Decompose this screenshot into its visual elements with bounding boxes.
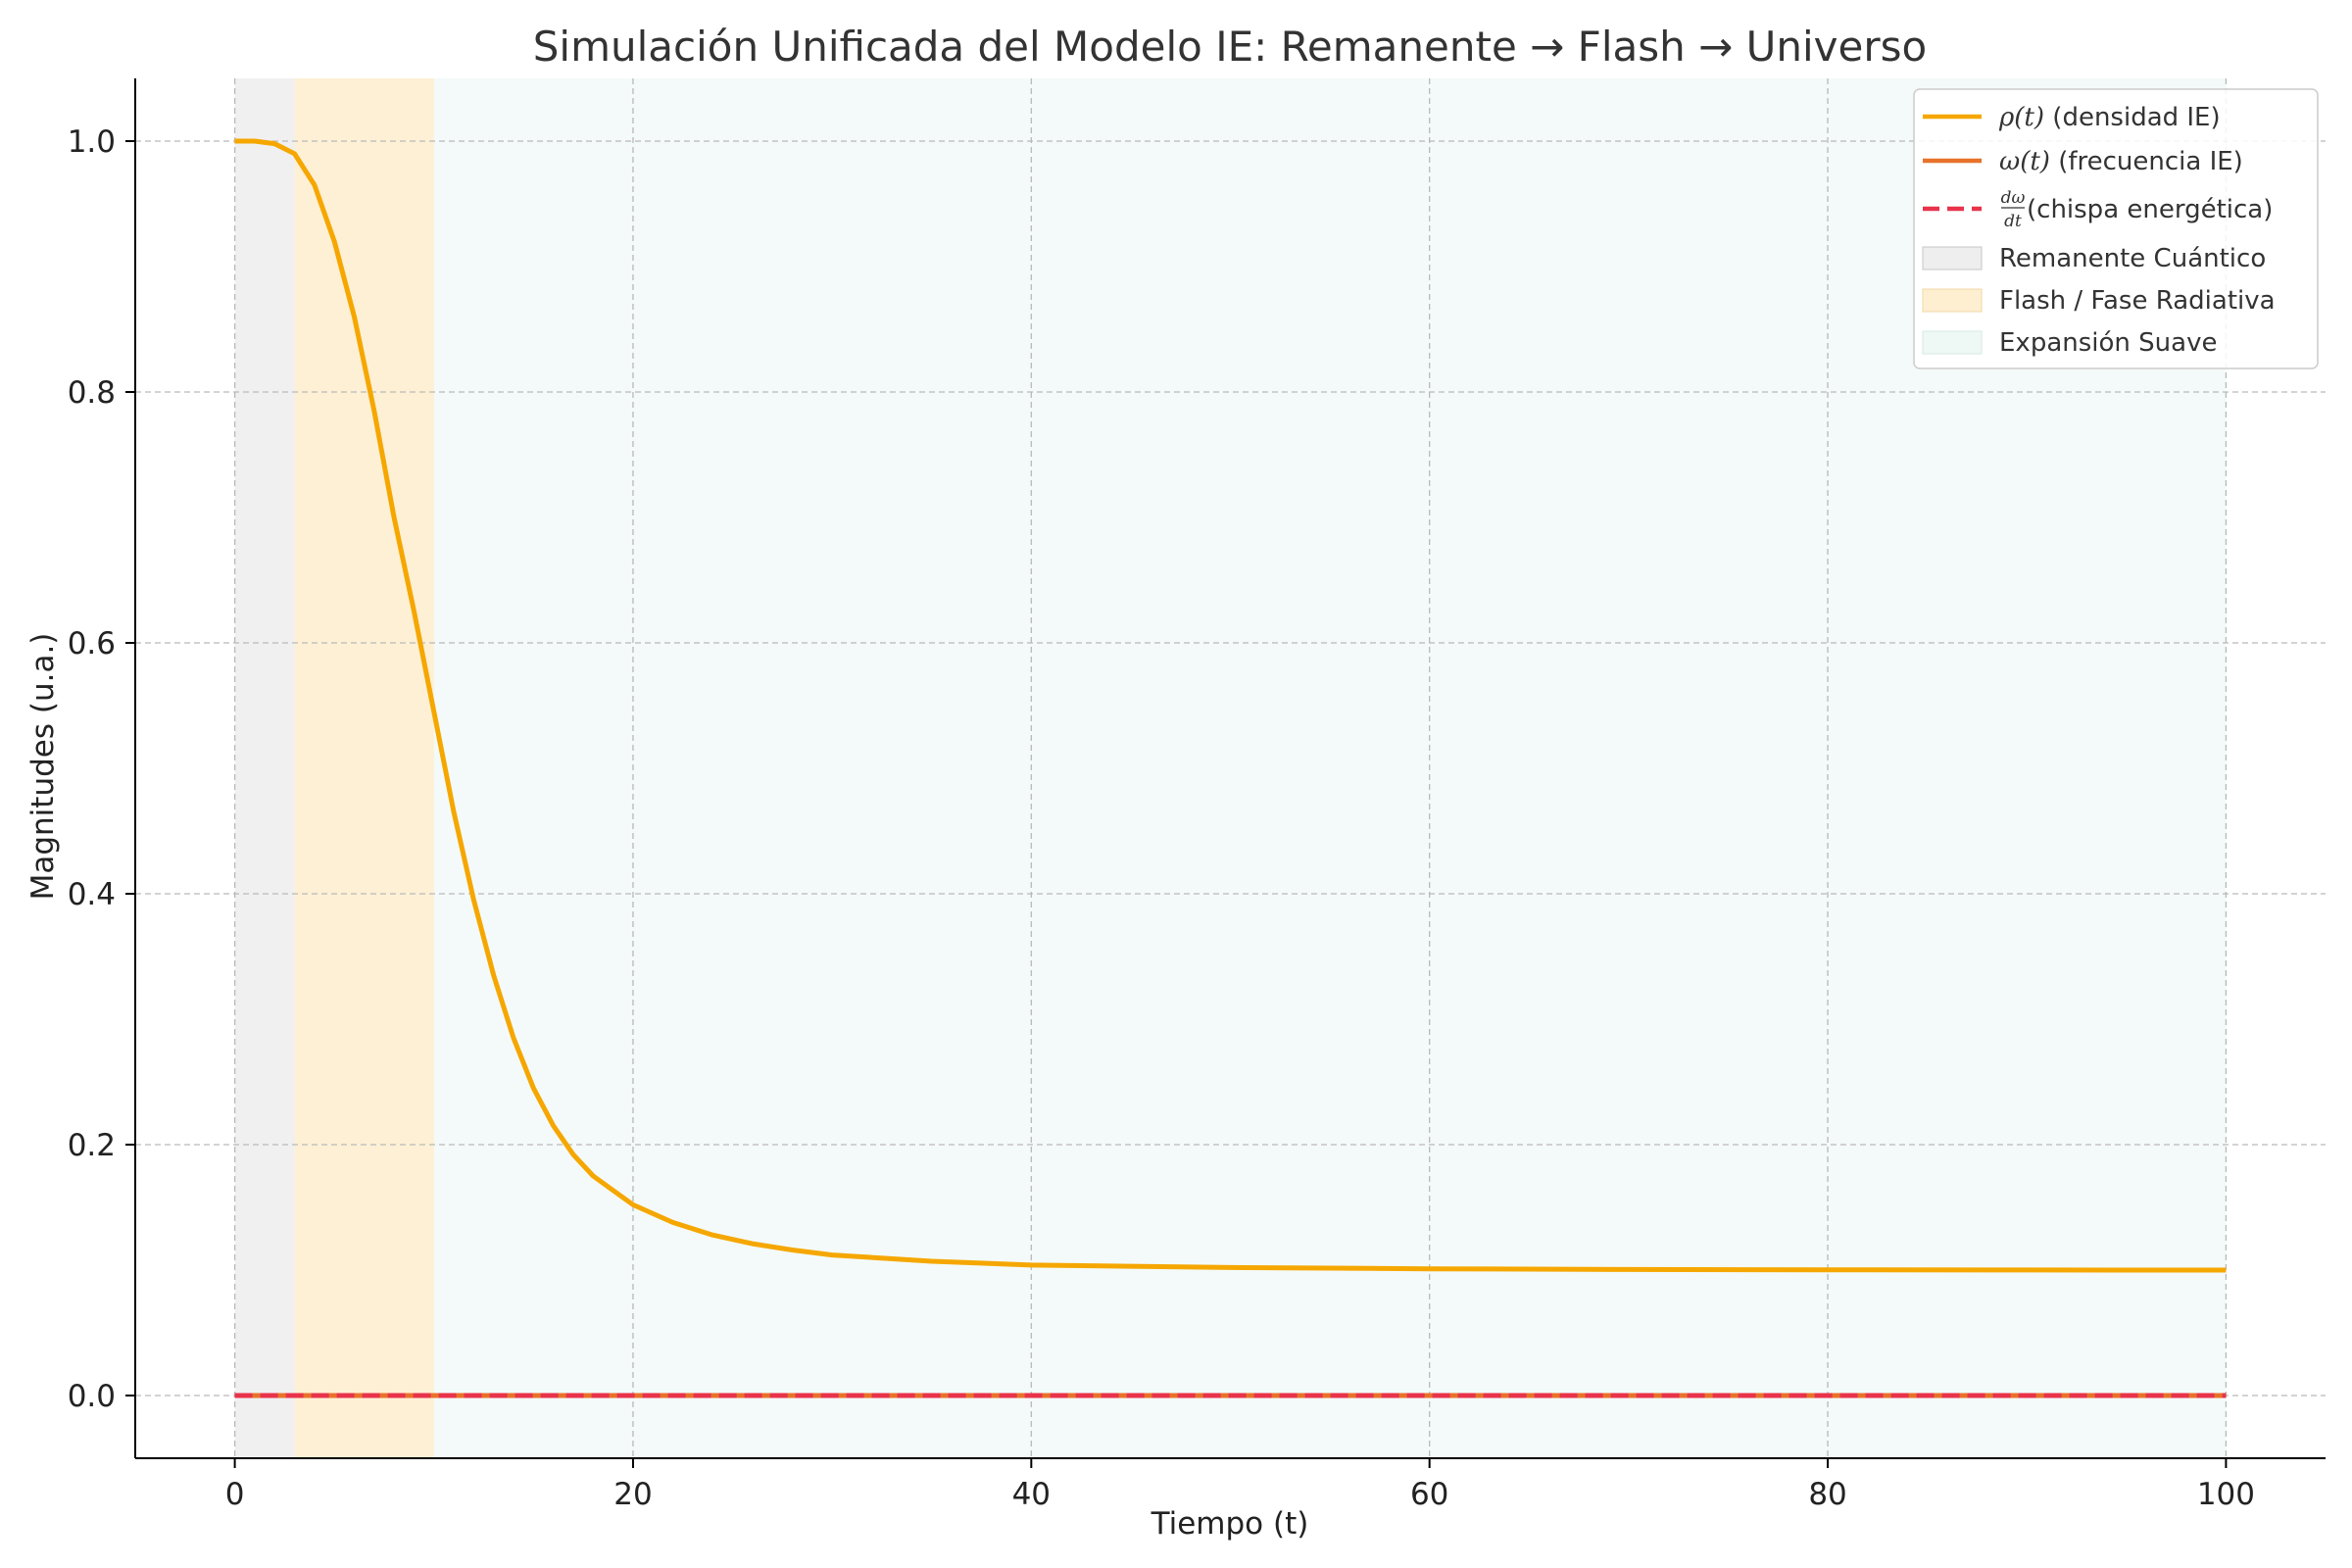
series-lines [234, 138, 2227, 1398]
legend-label-remanente: Remanente Cuántico [1999, 244, 2266, 273]
y-tick-label-2: 0.4 [68, 877, 116, 912]
x-tick-label-3: 60 [1410, 1477, 1448, 1512]
y-tick-label-3: 0.6 [68, 626, 116, 662]
x-tick-label-0: 0 [225, 1477, 245, 1512]
legend-label-omega: ω(t) (frecuencia IE) [1999, 147, 2243, 176]
legend-frac-denominator: dt [2004, 212, 2022, 231]
x-tick-label-1: 20 [613, 1477, 652, 1512]
x-tick-label-4: 80 [1808, 1477, 1846, 1512]
series-line-0 [234, 138, 2227, 1273]
x-axis-label: Tiempo (t) [1151, 1506, 1309, 1542]
y-tick-label-0: 0.0 [68, 1379, 116, 1414]
legend-frac-numerator: dω [2001, 188, 2026, 208]
legend-swatch-flash [1922, 288, 1983, 313]
gridlines [135, 78, 2326, 1458]
legend-label-dwdt: (chispa energética) [2027, 195, 2273, 224]
legend-label-flash: Flash / Fase Radiativa [1999, 286, 2276, 316]
legend-frame [1913, 88, 2319, 369]
region-1 [294, 78, 434, 1458]
x-tick-label-2: 40 [1012, 1477, 1051, 1512]
legend-swatch-expansion [1922, 330, 1983, 355]
chart-title: Simulación Unificada del Modelo IE: Rema… [533, 23, 1927, 71]
region-0 [234, 78, 295, 1458]
y-tick-label-5: 1.0 [68, 124, 116, 160]
y-axis-label: Magnitudes (u.a.) [25, 633, 61, 901]
axes [134, 78, 2326, 1459]
y-tick-label-1: 0.2 [68, 1128, 116, 1163]
legend-label-expansion: Expansión Suave [1999, 328, 2217, 358]
tick-labels: 0 20 40 60 80 100 0.0 0.2 0.4 0.6 0.8 1.0 [68, 124, 2255, 1512]
x-tick-label-5: 100 [2197, 1477, 2255, 1512]
legend-label-rho: ρ(t) (densidad IE) [1998, 103, 2221, 132]
y-tick-label-4: 0.8 [68, 375, 116, 411]
legend: ρ(t) (densidad IE) ω(t) (frecuencia IE) … [1913, 88, 2319, 369]
legend-swatch-remanente [1922, 246, 1983, 270]
